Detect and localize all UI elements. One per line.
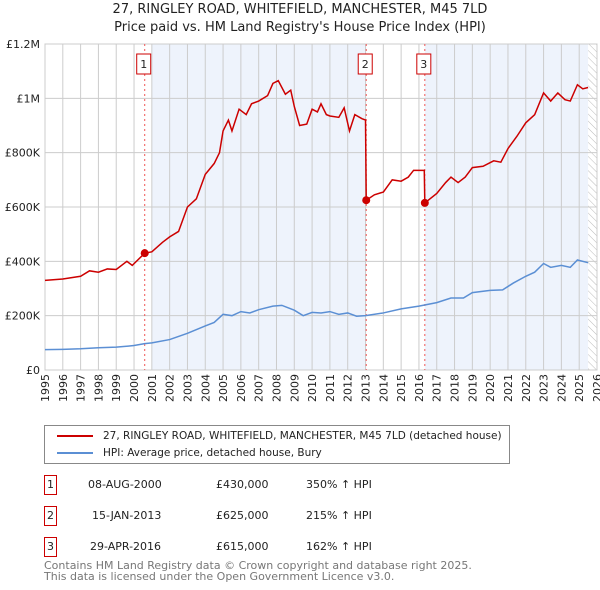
x-tick-label: 2022	[520, 374, 533, 402]
sale-price: £615,000	[216, 540, 269, 553]
sale-hpi: 215% ↑ HPI	[306, 509, 372, 522]
sale-label-box	[416, 53, 432, 75]
x-tick-label: 2007	[253, 374, 266, 402]
sale-label-box	[357, 53, 373, 75]
sale-row: 3 29-APR-2016 £615,000 162% ↑ HPI	[44, 537, 544, 557]
x-tick-label: 2016	[413, 374, 426, 402]
x-tick-label: 1999	[110, 374, 123, 402]
x-tick-label: 2015	[395, 374, 408, 402]
legend-swatch	[57, 452, 93, 454]
y-tick-label: £600K	[5, 201, 41, 214]
x-tick-label: 2006	[235, 374, 248, 402]
y-tick-label: £0	[26, 364, 40, 377]
sale-row: 1 08-AUG-2000 £430,000 350% ↑ HPI	[44, 475, 544, 495]
y-tick-label: £400K	[5, 255, 41, 268]
sale-point	[362, 196, 371, 205]
x-tick-label: 2021	[502, 374, 515, 402]
y-tick-label: £800K	[5, 147, 41, 160]
sale-label: 3	[420, 58, 427, 71]
x-tick-label: 2000	[128, 374, 141, 402]
sale-price: £625,000	[216, 509, 269, 522]
x-tick-label: 2014	[377, 374, 390, 402]
x-tick-label: 1997	[75, 374, 88, 402]
sale-point	[420, 198, 429, 207]
x-tick-label: 2017	[431, 374, 444, 402]
x-tick-label: 2018	[449, 374, 462, 402]
sale-label: 2	[362, 58, 369, 71]
x-tick-label: 2025	[573, 374, 586, 402]
price-chart: 1995 1996 1997 1998 1999 2000 2001 2002 2003 2004…	[5, 38, 600, 402]
sale-point	[140, 249, 149, 258]
y-tick-label: £1.2M	[6, 38, 40, 51]
plot-border	[44, 43, 598, 371]
x-tick-label: 2003	[181, 374, 194, 402]
sale-date: 08-AUG-2000	[88, 478, 162, 491]
sale-label-box	[136, 53, 152, 75]
x-tick-label: 2019	[466, 374, 479, 402]
x-tick-label: 2026	[591, 374, 600, 402]
x-tick-label: 2009	[288, 374, 301, 402]
sale-hpi: 350% ↑ HPI	[306, 478, 372, 491]
y-tick-label: £1M	[17, 92, 41, 105]
sale-marker: 1	[44, 475, 57, 495]
x-tick-label: 2012	[342, 374, 355, 402]
series-line	[44, 259, 589, 351]
chart-title: 27, RINGLEY ROAD, WHITEFIELD, MANCHESTER…	[112, 2, 488, 17]
sale-marker: 2	[44, 506, 57, 526]
x-tick-label: 1998	[92, 374, 105, 402]
sale-hpi: 162% ↑ HPI	[306, 540, 372, 553]
x-tick-label: 1996	[57, 374, 70, 402]
sale-marker: 3	[44, 537, 57, 557]
x-tick-label: 2001	[146, 374, 159, 402]
sale-label: 1	[140, 58, 147, 71]
x-tick-label: 2008	[270, 374, 283, 402]
x-tick-label: 2011	[324, 374, 337, 402]
footer: Contains HM Land Registry data © Crown c…	[44, 560, 472, 582]
legend-item-hpi: HPI: Average price, detached house, Bury	[57, 445, 322, 461]
legend-label: HPI: Average price, detached house, Bury	[103, 447, 322, 459]
x-tick-label: 1995	[39, 374, 52, 402]
chart-subtitle: Price paid vs. HM Land Registry's House …	[114, 20, 486, 35]
legend-label: 27, RINGLEY ROAD, WHITEFIELD, MANCHESTER…	[103, 430, 502, 442]
footer-line: Contains HM Land Registry data © Crown c…	[44, 559, 472, 572]
x-tick-label: 2013	[360, 374, 373, 402]
y-tick-label: £200K	[5, 310, 41, 323]
sale-row: 2 15-JAN-2013 £625,000 215% ↑ HPI	[44, 506, 544, 526]
x-tick-label: 2002	[164, 374, 177, 402]
x-tick-label: 2020	[484, 374, 497, 402]
legend-swatch	[57, 435, 93, 437]
sale-price: £430,000	[216, 478, 269, 491]
x-tick-label: 2023	[538, 374, 551, 402]
sale-date: 29-APR-2016	[90, 540, 162, 553]
legend-item-property: 27, RINGLEY ROAD, WHITEFIELD, MANCHESTER…	[57, 428, 502, 444]
x-tick-label: 2010	[306, 374, 319, 402]
legend: 27, RINGLEY ROAD, WHITEFIELD, MANCHESTER…	[44, 425, 510, 464]
series-line	[44, 79, 589, 282]
footer-line: This data is licensed under the Open Gov…	[44, 570, 395, 583]
x-tick-label: 2024	[555, 374, 568, 402]
x-tick-label: 2004	[199, 374, 212, 402]
sale-date: 15-JAN-2013	[92, 509, 162, 522]
x-tick-label: 2005	[217, 374, 230, 402]
